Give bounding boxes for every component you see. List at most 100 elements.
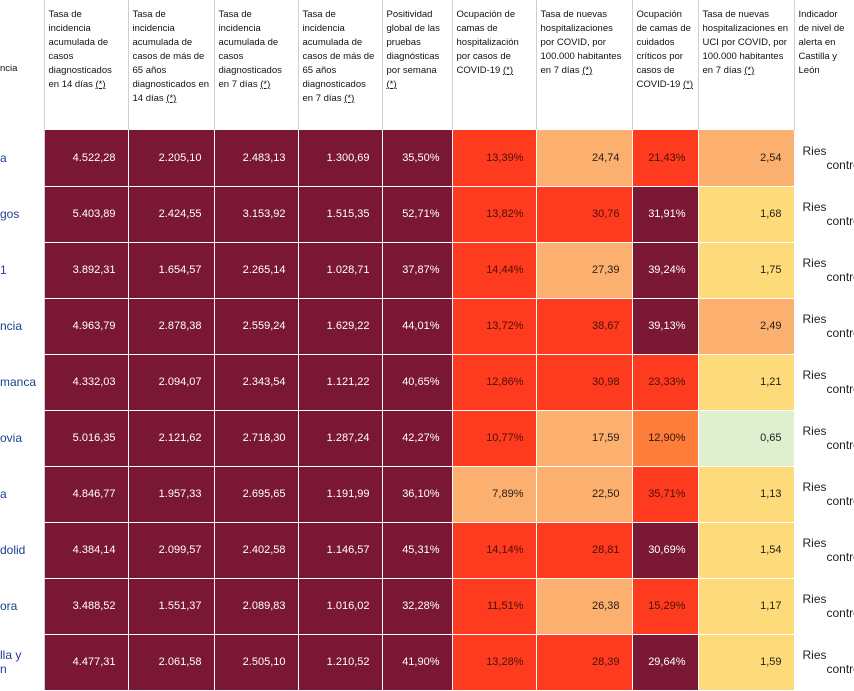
alert-level-text: Ries <box>803 144 854 158</box>
province-name[interactable]: a <box>0 466 44 522</box>
cell-nuci: 1,75 <box>698 242 794 298</box>
alert-level: Riescontrola <box>794 634 854 690</box>
province-name[interactable]: gos <box>0 186 44 242</box>
cell-hosp: 10,77% <box>452 410 536 466</box>
footnote-link[interactable]: (*) <box>166 93 176 104</box>
column-header-hosp: Ocupación de camas de hospitalización po… <box>452 0 536 130</box>
column-header-ia14: Tasa de incidencia acumulada de casos di… <box>44 0 128 130</box>
province-label: manca <box>0 375 36 389</box>
province-name[interactable]: 1 <box>0 242 44 298</box>
cell-uci: 35,71% <box>632 466 698 522</box>
alert-level-text: Ries <box>803 648 854 662</box>
column-header-uci: Ocupación de camas de cuidados críticos … <box>632 0 698 130</box>
cell-pos: 52,71% <box>382 186 452 242</box>
column-header-label: Tasa de incidencia acumulada de casos di… <box>219 9 282 90</box>
cell-nuci: 1,13 <box>698 466 794 522</box>
cell-ia7_65: 1.300,69 <box>298 130 382 186</box>
cell-nuci: 1,68 <box>698 186 794 242</box>
cell-uci: 12,90% <box>632 410 698 466</box>
cell-ia7_65: 1.210,52 <box>298 634 382 690</box>
cell-nhosp: 26,38 <box>536 578 632 634</box>
column-header-prov: ncia <box>0 0 44 130</box>
alert-level: Riescontrola <box>794 298 854 354</box>
cell-nhosp: 28,81 <box>536 522 632 578</box>
cell-nuci: 1,17 <box>698 578 794 634</box>
cell-nhosp: 22,50 <box>536 466 632 522</box>
alert-level-text: Ries <box>803 256 854 270</box>
province-name[interactable]: manca <box>0 354 44 410</box>
cell-uci: 39,13% <box>632 298 698 354</box>
footnote-link[interactable]: (*) <box>683 79 693 90</box>
cell-nuci: 1,54 <box>698 522 794 578</box>
alert-level: Riescontrola <box>794 522 854 578</box>
alert-level-text: Ries <box>803 424 854 438</box>
cell-uci: 31,91% <box>632 186 698 242</box>
alert-level-text: Ries <box>803 480 854 494</box>
footnote-link[interactable]: (*) <box>503 65 513 76</box>
column-header-ind: Indicador de nivel de alerta en Castilla… <box>794 0 854 130</box>
province-name[interactable]: ovia <box>0 410 44 466</box>
cell-pos: 41,90% <box>382 634 452 690</box>
province-label: a <box>0 151 7 165</box>
column-header-pos: Positividad global de las pruebas diagnó… <box>382 0 452 130</box>
cell-ia14_65: 2.205,10 <box>128 130 214 186</box>
alert-level-text: controla <box>803 662 854 676</box>
footnote-link[interactable]: (*) <box>582 65 592 76</box>
column-header-label: Tasa de nuevas hospitalizaciones por COV… <box>541 9 622 76</box>
column-header-label: Tasa de incidencia acumulada de casos di… <box>49 9 112 90</box>
cell-pos: 32,28% <box>382 578 452 634</box>
alert-level-text: controla <box>803 438 854 452</box>
alert-level: Riescontrola <box>794 242 854 298</box>
province-label: lla y n <box>0 648 21 676</box>
cell-nuci: 1,59 <box>698 634 794 690</box>
province-name[interactable]: a <box>0 130 44 186</box>
alert-level-text: controla <box>803 606 854 620</box>
cell-ia14: 4.846,77 <box>44 466 128 522</box>
cell-ia7_65: 1.146,57 <box>298 522 382 578</box>
footnote-link[interactable]: (*) <box>744 65 754 76</box>
cell-ia7_65: 1.016,02 <box>298 578 382 634</box>
footnote-link[interactable]: (*) <box>344 93 354 104</box>
column-header-label: Tasa de incidencia acumulada de casos de… <box>303 9 375 104</box>
footnote-link[interactable]: (*) <box>96 79 106 90</box>
province-name[interactable]: ncia <box>0 298 44 354</box>
cell-ia14: 4.384,14 <box>44 522 128 578</box>
alert-level-text: controla <box>803 550 854 564</box>
alert-level-text: controla <box>803 326 854 340</box>
alert-level-text: Ries <box>803 592 854 606</box>
cell-uci: 23,33% <box>632 354 698 410</box>
cell-uci: 15,29% <box>632 578 698 634</box>
province-name[interactable]: ora <box>0 578 44 634</box>
alert-level-text: controla <box>803 494 854 508</box>
column-header-ia14_65: Tasa de incidencia acumulada de casos de… <box>128 0 214 130</box>
alert-level: Riescontrola <box>794 130 854 186</box>
cell-ia7_65: 1.191,99 <box>298 466 382 522</box>
cell-ia14: 4.522,28 <box>44 130 128 186</box>
alert-level: Riescontrola <box>794 466 854 522</box>
footnote-link[interactable]: (*) <box>387 79 397 90</box>
alert-level-text: Ries <box>803 312 854 326</box>
cell-hosp: 13,28% <box>452 634 536 690</box>
cell-ia14_65: 2.094,07 <box>128 354 214 410</box>
column-header-nhosp: Tasa de nuevas hospitalizaciones por COV… <box>536 0 632 130</box>
cell-ia14: 4.477,31 <box>44 634 128 690</box>
cell-hosp: 14,14% <box>452 522 536 578</box>
province-name[interactable]: lla y n <box>0 634 44 690</box>
cell-nhosp: 30,76 <box>536 186 632 242</box>
cell-ia14_65: 2.424,55 <box>128 186 214 242</box>
cell-ia7: 3.153,92 <box>214 186 298 242</box>
footnote-link[interactable]: (*) <box>260 79 270 90</box>
cell-ia7: 2.402,58 <box>214 522 298 578</box>
cell-ia14: 5.016,35 <box>44 410 128 466</box>
cell-ia7: 2.483,13 <box>214 130 298 186</box>
province-name[interactable]: dolid <box>0 522 44 578</box>
column-header-nuci: Tasa de nuevas hospitalizaciones en UCI … <box>698 0 794 130</box>
